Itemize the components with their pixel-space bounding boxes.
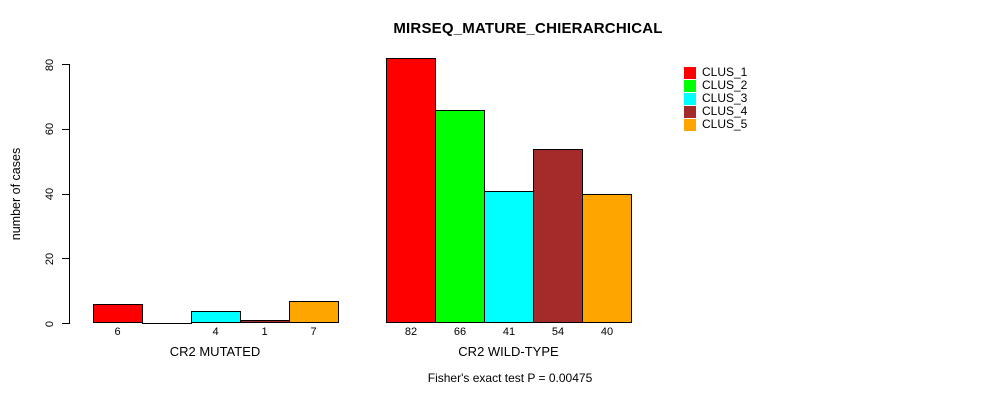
legend-swatch — [684, 92, 696, 105]
y-axis-tick — [62, 258, 70, 260]
y-axis-tick — [62, 64, 70, 66]
y-axis-title: number of cases — [9, 147, 23, 241]
zero-height-bar — [141, 322, 192, 324]
legend-label: CLUS_2 — [702, 78, 748, 92]
y-axis-tick-label: 20 — [44, 252, 56, 265]
bar-value-label: 6 — [114, 325, 121, 338]
y-axis-tick — [62, 128, 70, 130]
bar-value-label: 4 — [212, 325, 219, 338]
bar — [386, 58, 436, 324]
y-axis-line — [69, 64, 70, 325]
bar — [484, 190, 534, 324]
x-axis-group-label: CR2 WILD-TYPE — [458, 343, 559, 359]
y-axis-tick — [62, 193, 70, 195]
bar — [190, 310, 241, 324]
chart-title: MIRSEQ_MATURE_CHIERARCHICAL — [393, 20, 663, 37]
legend-label: CLUS_3 — [702, 91, 748, 105]
stat-test-footnote: Fisher's exact test P = 0.00475 — [427, 371, 593, 385]
bar — [239, 320, 290, 324]
y-axis-tick-label: 80 — [44, 58, 56, 71]
legend-item: CLUS_5 — [684, 118, 747, 131]
bar-value-label: 54 — [551, 325, 565, 338]
y-axis-tick — [62, 323, 70, 324]
legend-item: CLUS_4 — [684, 105, 747, 118]
legend-swatch — [684, 79, 696, 92]
legend-item: CLUS_2 — [684, 79, 747, 92]
legend-swatch — [684, 66, 696, 79]
bar — [288, 300, 339, 324]
bar-value-label: 7 — [310, 325, 317, 338]
legend-swatch — [684, 105, 696, 118]
legend-swatch — [684, 118, 696, 131]
y-axis-tick-label: 0 — [44, 320, 56, 327]
bar-value-label: 1 — [261, 325, 268, 338]
legend-label: CLUS_4 — [702, 104, 748, 118]
bar-value-label: 66 — [453, 325, 467, 338]
legend-item: CLUS_1 — [684, 66, 747, 79]
bar-value-label: 82 — [404, 325, 418, 338]
bar — [582, 194, 632, 324]
bar — [533, 148, 583, 324]
bar-value-label: 41 — [502, 325, 516, 338]
legend-item: CLUS_3 — [684, 92, 747, 105]
legend: CLUS_1 CLUS_2 CLUS_3 CLUS_4 CLUS_5 — [684, 66, 747, 131]
bar-value-label: 40 — [600, 325, 614, 338]
bar — [435, 110, 485, 324]
legend-label: CLUS_5 — [702, 117, 748, 131]
legend-label: CLUS_1 — [702, 65, 748, 79]
y-axis-tick-label: 60 — [44, 123, 56, 136]
bar — [92, 304, 143, 324]
y-axis-tick-label: 40 — [44, 188, 56, 201]
x-axis-group-label: CR2 MUTATED — [169, 343, 261, 359]
